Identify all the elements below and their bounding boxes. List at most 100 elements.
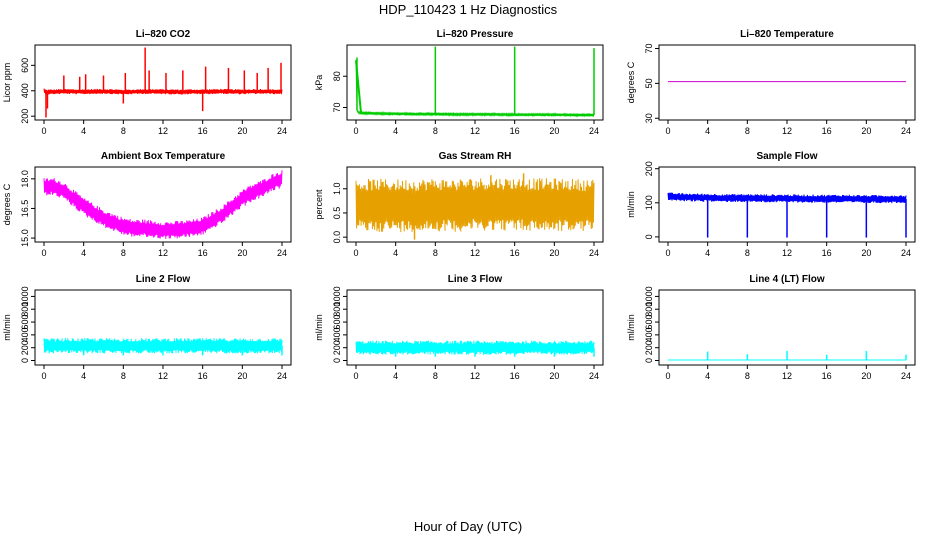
y-tick-label: 70 bbox=[332, 102, 342, 112]
x-tick-label: 0 bbox=[665, 248, 670, 258]
y-tick-label: 200 bbox=[20, 109, 30, 124]
y-axis-label: kPa bbox=[314, 75, 324, 91]
y-tick-label: 16.5 bbox=[20, 200, 30, 218]
x-axis-caption: Hour of Day (UTC) bbox=[414, 519, 522, 534]
y-axis-label: degrees C bbox=[2, 183, 12, 225]
y-tick-label: 0 bbox=[644, 358, 654, 363]
y-tick-label: 0 bbox=[20, 358, 30, 363]
x-axis: 0 4 8 12 16 20 24 bbox=[665, 365, 911, 381]
panel-title: Li–820 Pressure bbox=[437, 29, 514, 40]
x-tick-label: 8 bbox=[433, 371, 438, 381]
x-tick-label: 16 bbox=[198, 126, 208, 136]
y-axis-label: percent bbox=[314, 189, 324, 220]
y-tick-label: 1000 bbox=[644, 286, 654, 306]
signal-trace bbox=[667, 192, 907, 204]
y-axis: 0.0 0.5 1.0 bbox=[332, 183, 347, 244]
panel-co2: Li–820 CO2 0 4 8 12 16 20 24 200 400 600 Licor ppm bbox=[2, 29, 292, 136]
x-tick-label: 24 bbox=[589, 248, 599, 258]
panel-title: Li–820 CO2 bbox=[136, 29, 191, 40]
x-axis: 0 4 8 12 16 20 24 bbox=[41, 365, 287, 381]
x-tick-label: 24 bbox=[901, 371, 911, 381]
x-tick-label: 0 bbox=[353, 248, 358, 258]
y-axis-label: degrees C bbox=[626, 61, 636, 103]
x-tick-label: 0 bbox=[353, 126, 358, 136]
panel-title: Line 3 Flow bbox=[448, 274, 503, 285]
x-tick-label: 0 bbox=[353, 371, 358, 381]
x-tick-label: 4 bbox=[393, 126, 398, 136]
x-tick-label: 12 bbox=[782, 371, 792, 381]
panel-ambient: Ambient Box Temperature 0 4 8 12 16 20 24 15.0 16… bbox=[2, 151, 292, 258]
x-axis: 0 4 8 12 16 20 24 bbox=[665, 242, 911, 258]
x-tick-label: 8 bbox=[121, 371, 126, 381]
y-tick-label: 200 bbox=[332, 340, 342, 355]
plot-frame bbox=[346, 44, 604, 121]
x-tick-label: 16 bbox=[822, 248, 832, 258]
panel-title: Line 4 (LT) Flow bbox=[749, 274, 825, 285]
x-tick-label: 8 bbox=[121, 248, 126, 258]
series-pressure bbox=[355, 46, 595, 118]
y-tick-label: 800 bbox=[332, 302, 342, 317]
x-tick-label: 4 bbox=[81, 248, 86, 258]
x-tick-label: 4 bbox=[705, 126, 710, 136]
series-line3 bbox=[355, 340, 595, 357]
y-tick-label: 100 bbox=[644, 195, 654, 210]
y-tick-label: 1000 bbox=[332, 286, 342, 306]
x-tick-label: 24 bbox=[589, 371, 599, 381]
y-axis: 200 400 600 bbox=[20, 58, 35, 124]
x-tick-label: 4 bbox=[705, 248, 710, 258]
y-axis-label: ml/min bbox=[626, 314, 636, 341]
y-tick-label: 600 bbox=[20, 315, 30, 330]
y-tick-label: 400 bbox=[20, 327, 30, 342]
x-tick-label: 24 bbox=[277, 248, 287, 258]
x-tick-label: 0 bbox=[41, 126, 46, 136]
y-tick-label: 18.0 bbox=[20, 170, 30, 188]
x-axis: 0 4 8 12 16 20 24 bbox=[41, 242, 287, 258]
y-axis-label: Licor ppm bbox=[2, 63, 12, 103]
x-tick-label: 24 bbox=[901, 248, 911, 258]
x-tick-label: 4 bbox=[393, 371, 398, 381]
signal-trace bbox=[43, 338, 283, 354]
y-tick-label: 15.0 bbox=[20, 229, 30, 247]
panel-title: Sample Flow bbox=[756, 151, 817, 162]
y-tick-label: 0.5 bbox=[332, 207, 342, 220]
series-line2 bbox=[43, 338, 283, 356]
y-tick-label: 0.0 bbox=[332, 231, 342, 244]
x-tick-label: 12 bbox=[470, 371, 480, 381]
x-tick-label: 0 bbox=[665, 371, 670, 381]
x-tick-label: 0 bbox=[665, 126, 670, 136]
x-tick-label: 8 bbox=[745, 371, 750, 381]
y-axis-label: ml/min bbox=[626, 191, 636, 218]
x-axis: 0 4 8 12 16 20 24 bbox=[353, 365, 599, 381]
y-tick-label: 400 bbox=[332, 327, 342, 342]
x-tick-label: 12 bbox=[158, 371, 168, 381]
x-tick-label: 4 bbox=[81, 126, 86, 136]
y-axis: 70 80 bbox=[332, 71, 347, 113]
x-tick-label: 16 bbox=[510, 248, 520, 258]
series-co2 bbox=[43, 47, 283, 118]
x-tick-label: 12 bbox=[158, 126, 168, 136]
y-tick-label: 400 bbox=[644, 327, 654, 342]
x-tick-label: 16 bbox=[198, 371, 208, 381]
x-tick-label: 8 bbox=[433, 126, 438, 136]
y-tick-label: 600 bbox=[20, 58, 30, 73]
x-tick-label: 16 bbox=[822, 371, 832, 381]
series-line4 bbox=[668, 350, 907, 361]
x-tick-label: 16 bbox=[510, 371, 520, 381]
figure-title: HDP_110423 1 Hz Diagnostics bbox=[379, 2, 558, 17]
panel-temperature: Li–820 Temperature 0 4 8 12 16 20 24 30 50 70 degre… bbox=[626, 29, 916, 136]
x-tick-label: 20 bbox=[237, 371, 247, 381]
y-tick-label: 600 bbox=[332, 315, 342, 330]
panel-pressure: Li–820 Pressure 0 4 8 12 16 20 24 70 80 kPa bbox=[314, 29, 604, 136]
panel-line4: Line 4 (LT) Flow 0 4 8 12 16 20 24 0 200400600800… bbox=[626, 274, 916, 381]
x-tick-label: 20 bbox=[237, 126, 247, 136]
signal-mean bbox=[355, 60, 594, 116]
x-tick-label: 4 bbox=[393, 248, 398, 258]
x-tick-label: 0 bbox=[41, 248, 46, 258]
y-axis: 0 100 200 bbox=[644, 161, 659, 239]
y-tick-label: 0 bbox=[332, 358, 342, 363]
panel-title: Ambient Box Temperature bbox=[101, 151, 226, 162]
